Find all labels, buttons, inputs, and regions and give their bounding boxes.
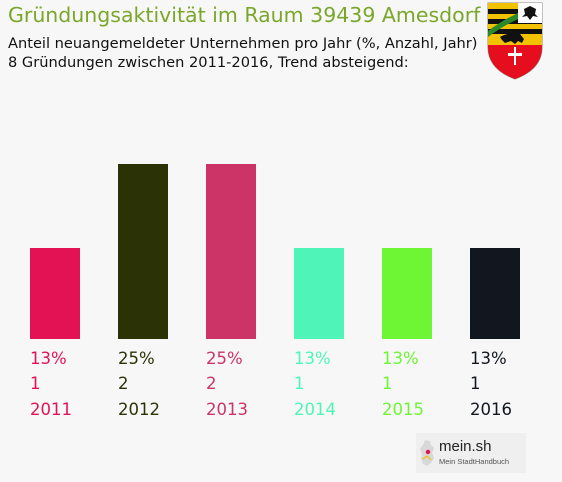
mein-sh-logo: mein.sh Mein StadtHandbuch — [416, 433, 526, 473]
category-label-2015: 2015 — [382, 400, 424, 419]
bar-2016 — [470, 248, 520, 339]
bar-2015 — [382, 248, 432, 339]
value-label-2011: 13% — [30, 349, 67, 368]
subtitle-line-1: Anteil neuangemeldeter Unternehmen pro J… — [8, 35, 478, 52]
bar-2011 — [30, 248, 80, 339]
logo-tagline: Mein StadtHandbuch — [439, 457, 510, 466]
value-label-2013: 25% — [206, 349, 243, 368]
logo-brand: mein.sh — [439, 438, 492, 455]
category-label-2014: 2014 — [294, 400, 336, 419]
category-label-2016: 2016 — [470, 400, 512, 419]
count-label-2011: 1 — [30, 374, 41, 393]
value-label-2014: 13% — [294, 349, 331, 368]
value-label-2016: 13% — [470, 349, 507, 368]
coat-of-arms-icon — [487, 2, 543, 80]
bar-2013 — [206, 164, 256, 339]
count-label-2012: 2 — [118, 374, 129, 393]
bar-2012 — [118, 164, 168, 339]
value-label-2012: 25% — [118, 349, 155, 368]
category-label-2012: 2012 — [118, 400, 160, 419]
count-label-2015: 1 — [382, 374, 393, 393]
count-label-2013: 2 — [206, 374, 217, 393]
bar-2014 — [294, 248, 344, 339]
value-label-2015: 13% — [382, 349, 419, 368]
chart-title: Gründungsaktivität im Raum 39439 Amesdor… — [8, 3, 481, 27]
count-label-2016: 1 — [470, 374, 481, 393]
category-label-2011: 2011 — [30, 400, 72, 419]
chart-subtitle: Anteil neuangemeldeter Unternehmen pro J… — [8, 34, 477, 72]
subtitle-line-2: 8 Gründungen zwischen 2011-2016, Trend a… — [8, 54, 409, 71]
category-label-2013: 2013 — [206, 400, 248, 419]
germany-map-icon — [420, 440, 434, 466]
count-label-2014: 1 — [294, 374, 305, 393]
